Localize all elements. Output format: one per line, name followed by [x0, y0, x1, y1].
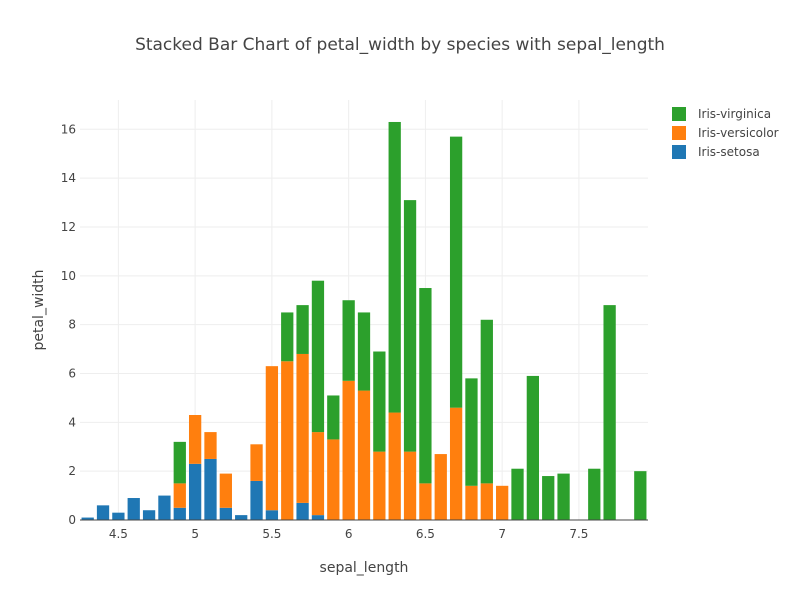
bar-iris-virginica[interactable] — [465, 378, 478, 486]
bar-iris-virginica[interactable] — [173, 441, 186, 484]
bar-iris-versicolor[interactable] — [496, 485, 509, 520]
x-tick-label: 6 — [345, 527, 353, 541]
legend-swatch[interactable] — [672, 126, 686, 140]
y-tick-label: 6 — [68, 366, 76, 380]
bar-iris-setosa[interactable] — [158, 495, 171, 520]
bar-iris-versicolor[interactable] — [296, 353, 309, 503]
bar-iris-versicolor[interactable] — [449, 407, 463, 520]
bar-iris-versicolor[interactable] — [204, 432, 217, 459]
bar-iris-virginica[interactable] — [388, 121, 401, 413]
bar-iris-setosa[interactable] — [188, 463, 202, 520]
legend-label[interactable]: Iris-setosa — [698, 145, 760, 159]
x-tick-label: 7 — [498, 527, 506, 541]
x-tick-label: 7.5 — [569, 527, 588, 541]
bar-iris-versicolor[interactable] — [281, 361, 294, 520]
bar-iris-setosa[interactable] — [173, 507, 186, 520]
axes: 4.5 5 5.5 6 6.5 7 7.5 0 2 4 6 8 10 12 14 16 — [61, 122, 648, 541]
bar-iris-virginica[interactable] — [357, 312, 371, 391]
bar-iris-virginica[interactable] — [403, 200, 417, 452]
bar-iris-virginica[interactable] — [557, 473, 570, 520]
bar-iris-versicolor[interactable] — [403, 451, 417, 520]
y-tick-label: 2 — [68, 464, 76, 478]
bar-iris-versicolor[interactable] — [188, 415, 202, 464]
y-tick-label: 14 — [61, 171, 76, 185]
bar-iris-versicolor[interactable] — [373, 451, 386, 520]
y-tick-label: 10 — [61, 269, 76, 283]
bar-iris-setosa[interactable] — [311, 515, 325, 520]
bar-iris-versicolor[interactable] — [173, 483, 186, 508]
bar-iris-setosa[interactable] — [265, 510, 279, 520]
y-tick-label: 8 — [68, 318, 76, 332]
y-axis-title: petal_width — [31, 269, 47, 350]
bar-iris-versicolor[interactable] — [342, 380, 355, 520]
bar-iris-virginica[interactable] — [281, 312, 294, 362]
chart-title: Stacked Bar Chart of petal_width by spec… — [135, 35, 665, 55]
bar-iris-setosa[interactable] — [219, 507, 232, 520]
bar-iris-setosa[interactable] — [96, 505, 110, 520]
bar-iris-versicolor[interactable] — [219, 473, 232, 508]
bar-iris-setosa[interactable] — [81, 517, 94, 520]
bar-iris-virginica[interactable] — [311, 280, 325, 433]
bar-iris-versicolor[interactable] — [419, 483, 432, 520]
bar-iris-setosa[interactable] — [235, 515, 248, 520]
x-tick-label: 5 — [191, 527, 199, 541]
bar-iris-setosa[interactable] — [250, 480, 263, 520]
bar-iris-versicolor[interactable] — [434, 454, 447, 520]
bar-iris-virginica[interactable] — [511, 468, 524, 520]
bar-iris-virginica[interactable] — [480, 319, 493, 484]
bars — [81, 121, 647, 520]
legend-label[interactable]: Iris-virginica — [698, 107, 771, 121]
bar-iris-versicolor[interactable] — [250, 444, 263, 481]
bar-iris-versicolor[interactable] — [388, 412, 401, 520]
bar-iris-versicolor[interactable] — [327, 439, 340, 520]
bar-iris-setosa[interactable] — [127, 498, 140, 520]
bar-iris-virginica[interactable] — [296, 305, 309, 354]
bar-iris-virginica[interactable] — [419, 288, 432, 484]
x-tick-label: 4.5 — [109, 527, 128, 541]
bar-iris-virginica[interactable] — [634, 471, 647, 520]
bar-iris-setosa[interactable] — [204, 458, 217, 520]
y-tick-label: 0 — [68, 513, 76, 527]
legend: Iris-virginica Iris-versicolor Iris-setosa — [672, 107, 779, 159]
bar-iris-virginica[interactable] — [373, 351, 386, 452]
legend-swatch[interactable] — [672, 145, 686, 159]
legend-swatch[interactable] — [672, 107, 686, 121]
bar-iris-versicolor[interactable] — [480, 483, 493, 520]
x-axis-title: sepal_length — [320, 560, 409, 576]
bar-iris-virginica[interactable] — [542, 476, 555, 520]
y-tick-label: 16 — [61, 122, 76, 136]
bar-iris-virginica[interactable] — [327, 395, 340, 440]
legend-label[interactable]: Iris-versicolor — [698, 126, 779, 140]
bar-iris-setosa[interactable] — [296, 502, 309, 520]
y-tick-label: 4 — [68, 415, 76, 429]
bar-iris-virginica[interactable] — [603, 305, 616, 520]
bar-iris-virginica[interactable] — [526, 375, 539, 520]
x-tick-label: 6.5 — [416, 527, 435, 541]
bar-iris-setosa[interactable] — [112, 512, 125, 520]
x-tick-label: 5.5 — [262, 527, 281, 541]
bar-iris-versicolor[interactable] — [265, 366, 279, 511]
bar-iris-versicolor[interactable] — [465, 485, 478, 520]
bar-iris-setosa[interactable] — [142, 510, 156, 520]
y-tick-label: 12 — [61, 220, 76, 234]
bar-iris-virginica[interactable] — [449, 136, 463, 408]
bar-iris-versicolor[interactable] — [357, 390, 371, 520]
bar-iris-versicolor[interactable] — [311, 432, 325, 516]
bar-iris-virginica[interactable] — [588, 468, 601, 520]
bar-iris-virginica[interactable] — [342, 300, 355, 381]
